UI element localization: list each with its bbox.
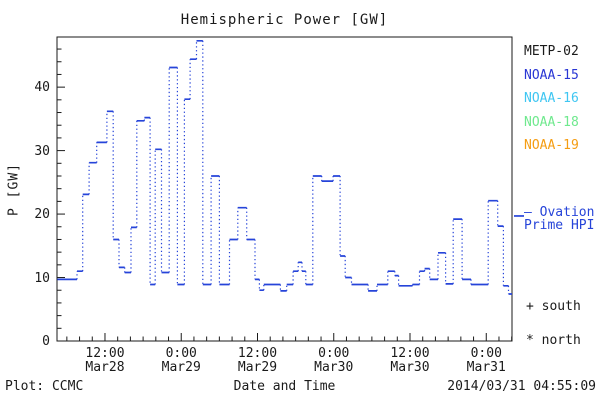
- y-tick-label: 20: [34, 207, 50, 223]
- y-tick-label: 40: [34, 80, 50, 96]
- plot-box: [56, 36, 513, 342]
- x-tick-label: 12:00 Mar29: [237, 346, 278, 375]
- ovation-prime-hpi-label: — Ovation Prime HPI: [524, 205, 595, 233]
- south-marker-key: + south: [526, 299, 581, 314]
- x-tick-label: 0:00 Mar30: [314, 346, 354, 375]
- x-tick-label: 12:00 Mar30: [390, 346, 430, 375]
- legend-item-noaa-18: NOAA-18: [524, 114, 579, 130]
- hpi-dotted-connectors: [76, 40, 510, 294]
- y-tick-label: 0: [42, 334, 50, 349]
- plot-credit: Plot: CCMC: [5, 379, 84, 394]
- y-tick-label: 30: [34, 143, 50, 159]
- legend-item-noaa-19: NOAA-19: [524, 138, 579, 153]
- legend-item-metp-02: METP-02: [524, 44, 579, 59]
- x-tick-label: 0:00 Mar31: [466, 346, 506, 375]
- hpi-step-line: [57, 39, 512, 295]
- y-tick-label: 10: [34, 270, 50, 286]
- plot-timestamp: 2014/03/31 04:55:09: [447, 379, 596, 394]
- legend-item-noaa-15: NOAA-15: [524, 67, 579, 83]
- north-marker-key: * north: [526, 333, 581, 348]
- x-axis-label: Date and Time: [233, 379, 336, 394]
- x-tick-label: 0:00 Mar29: [161, 346, 201, 375]
- legend-item-noaa-16: NOAA-16: [524, 91, 579, 106]
- chart-title: Hemispheric Power [GW]: [180, 12, 389, 28]
- x-tick-label: 12:00 Mar28: [85, 346, 125, 375]
